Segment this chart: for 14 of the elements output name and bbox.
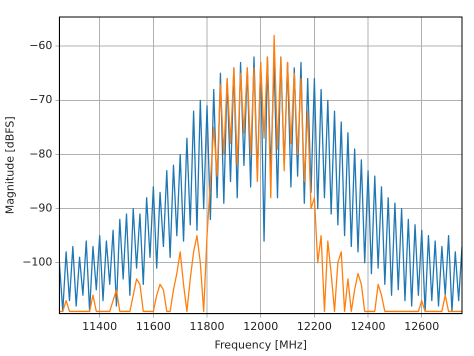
y-tick-label: −70 — [29, 93, 52, 106]
y-axis-title: Magnitude [dBFS] — [3, 116, 16, 214]
x-tick-label: 12200 — [296, 320, 332, 334]
y-tick-label: −100 — [22, 256, 52, 269]
x-tick-label: 12000 — [243, 320, 278, 334]
x-axis-title: Frequency [MHz] — [214, 338, 307, 352]
y-tick-label: −80 — [29, 147, 52, 160]
x-tick-label: 12600 — [404, 320, 440, 334]
x-tick-label: 12400 — [350, 320, 386, 334]
y-tick-label: −90 — [29, 201, 52, 214]
x-tick-label: 11600 — [136, 320, 171, 334]
x-tick-label: 11400 — [82, 320, 118, 334]
x-tick-label: 11800 — [190, 320, 225, 334]
y-tick-label: −60 — [29, 39, 52, 52]
